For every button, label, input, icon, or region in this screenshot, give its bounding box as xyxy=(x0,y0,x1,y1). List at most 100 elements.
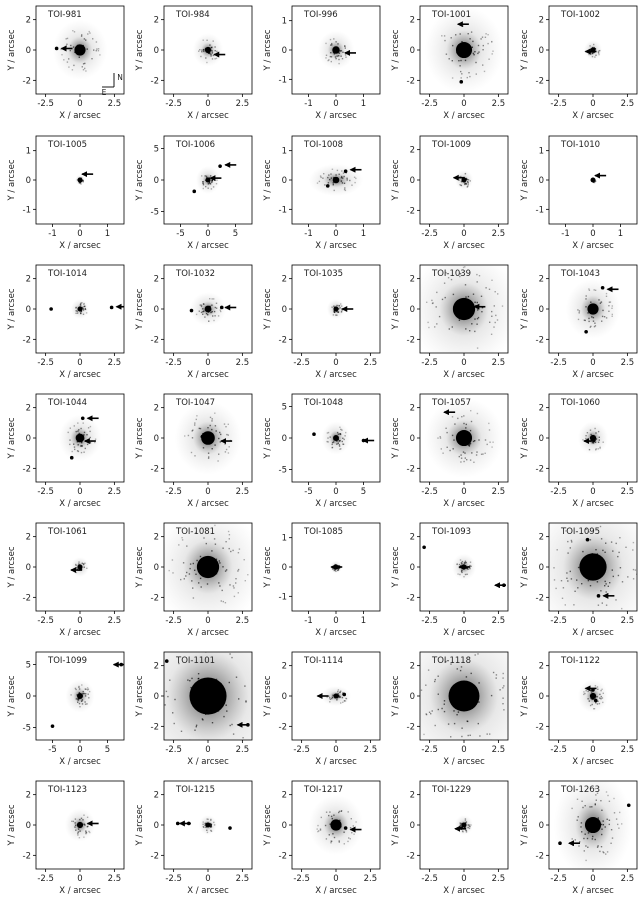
speckle xyxy=(597,441,600,443)
speckle xyxy=(452,293,455,296)
speckle xyxy=(77,450,80,453)
x-tick-label: 1 xyxy=(105,229,110,239)
speckle xyxy=(328,59,330,61)
x-tick-label: 2.5 xyxy=(236,616,250,626)
speckle xyxy=(214,543,217,545)
speckle xyxy=(452,448,454,450)
speckle xyxy=(571,807,573,810)
speckle xyxy=(326,440,328,443)
speckle xyxy=(349,827,352,829)
y-axis-label: Y / arcsec xyxy=(520,417,530,459)
speckle xyxy=(600,689,602,692)
speckle xyxy=(425,684,427,686)
x-axis-label: X / arcsec xyxy=(59,628,101,638)
speckle xyxy=(213,824,216,826)
speckle xyxy=(80,35,83,37)
speckle xyxy=(211,298,213,300)
speckle xyxy=(451,60,453,62)
speckle xyxy=(473,54,475,56)
speckle xyxy=(337,442,339,444)
speckle xyxy=(434,678,436,681)
speckle xyxy=(460,175,462,178)
speckle xyxy=(323,173,325,175)
y-axis-label: Y / arcsec xyxy=(7,675,17,717)
speckle xyxy=(588,317,590,320)
speckle xyxy=(211,420,213,422)
speckle xyxy=(87,825,89,828)
speckle xyxy=(332,441,335,443)
speckle xyxy=(608,301,611,303)
speckle xyxy=(202,719,204,721)
speckle xyxy=(462,451,465,453)
speckle xyxy=(437,675,439,677)
speckle xyxy=(467,33,469,35)
speckle xyxy=(584,692,586,695)
speckle xyxy=(413,689,414,690)
speckle xyxy=(496,319,499,321)
speckle xyxy=(592,529,594,531)
x-tick-label: -1 xyxy=(561,229,569,239)
companion-source xyxy=(192,189,197,194)
speckle xyxy=(338,695,340,698)
speckle xyxy=(618,827,620,829)
x-tick-label: -2.5 xyxy=(550,616,567,626)
speckle xyxy=(84,305,86,307)
y-axis-label: Y / arcsec xyxy=(7,29,17,71)
speckle xyxy=(594,322,596,324)
speckle xyxy=(201,51,203,53)
x-tick-label: -2.5 xyxy=(293,358,310,368)
speckle xyxy=(97,48,100,50)
speckle xyxy=(68,66,70,68)
speckle xyxy=(604,580,606,583)
speckle xyxy=(83,431,86,434)
panel-title: TOI-1123 xyxy=(47,785,87,795)
speckle xyxy=(228,446,230,448)
speckle xyxy=(462,25,464,27)
speckle xyxy=(338,444,341,446)
speckle xyxy=(460,59,462,62)
speckle xyxy=(466,178,468,180)
x-tick-label: 0 xyxy=(590,99,595,109)
speckle xyxy=(211,418,213,420)
panel-title: TOI-1001 xyxy=(431,10,471,20)
speckle xyxy=(584,805,586,807)
y-tick-label: -5 xyxy=(23,723,31,733)
speckle xyxy=(492,441,494,443)
speckle xyxy=(477,52,479,55)
panel-title: TOI-1122 xyxy=(560,656,600,666)
speckle xyxy=(461,73,463,75)
speckle xyxy=(327,437,329,439)
speckle xyxy=(220,600,222,602)
x-tick-label: -2.5 xyxy=(37,487,54,497)
speckle xyxy=(85,693,87,695)
y-axis-label: Y / arcsec xyxy=(263,675,273,717)
x-tick-label: -2.5 xyxy=(165,616,182,626)
speckle xyxy=(225,569,228,571)
y-axis-label: Y / arcsec xyxy=(135,675,145,717)
speckle xyxy=(336,431,339,434)
speckle xyxy=(229,724,231,727)
speckle xyxy=(332,314,335,316)
x-tick-label: 0 xyxy=(205,358,210,368)
speckle xyxy=(438,741,439,742)
speckle xyxy=(83,814,85,816)
y-tick-label: 2 xyxy=(410,662,415,672)
speckle xyxy=(341,429,343,431)
companion-source xyxy=(422,545,426,550)
speckle xyxy=(464,819,467,821)
speckle xyxy=(328,174,330,176)
speckle xyxy=(89,831,91,834)
speckle xyxy=(331,44,333,46)
speckle xyxy=(482,44,484,47)
speckle xyxy=(84,824,86,826)
speckle xyxy=(207,818,209,820)
speckle xyxy=(452,44,454,47)
speckle xyxy=(194,729,196,731)
speckle xyxy=(596,792,599,794)
speckle xyxy=(247,574,249,576)
speckle xyxy=(469,561,472,563)
y-tick-label: -2 xyxy=(23,593,31,603)
